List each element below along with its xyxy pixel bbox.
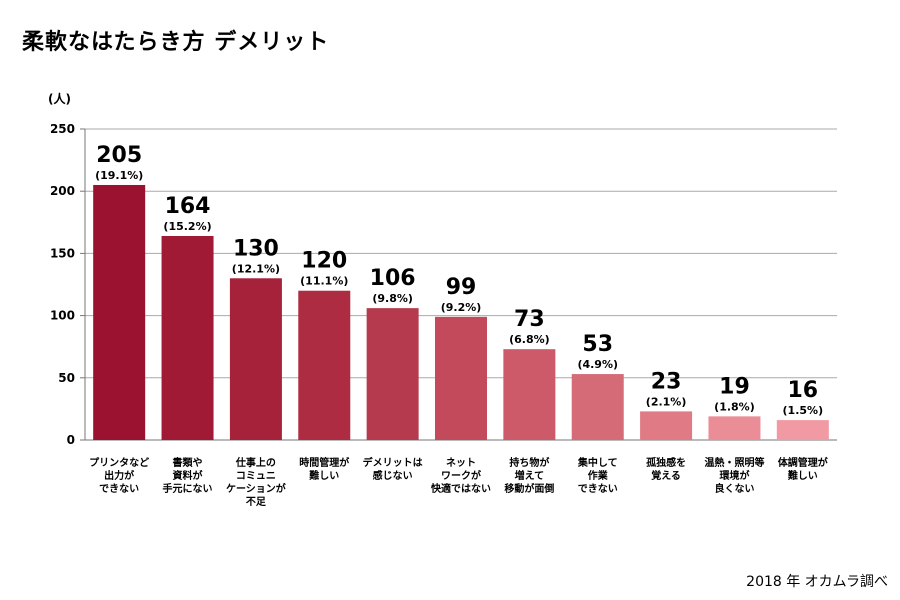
y-tick-label: 200 bbox=[50, 184, 75, 198]
percent-label: (1.8%) bbox=[714, 400, 755, 413]
bar bbox=[298, 290, 351, 440]
bar bbox=[640, 411, 693, 440]
x-category-label: 手元にない bbox=[163, 482, 213, 495]
x-axis-categories: プリンタなど出力ができない書類や資料が手元にない仕事上のコミュニケーションが不足… bbox=[89, 456, 829, 508]
y-tick-label: 0 bbox=[67, 433, 75, 447]
x-category-label: 時間管理が bbox=[299, 456, 350, 469]
percent-label: (2.1%) bbox=[646, 395, 687, 408]
y-tick-label: 150 bbox=[50, 246, 75, 260]
bar bbox=[503, 349, 556, 440]
bar bbox=[708, 416, 761, 440]
x-category-label: 持ち物が bbox=[509, 456, 550, 469]
x-category-label: 移動が面倒 bbox=[504, 482, 554, 495]
x-category-label: 集中して bbox=[577, 456, 618, 469]
value-label: 130 bbox=[233, 236, 279, 261]
value-label: 73 bbox=[514, 307, 545, 332]
x-category-label: 書類や bbox=[173, 456, 203, 469]
x-category-label: 環境が bbox=[719, 469, 750, 482]
x-category-label: コミュニ bbox=[236, 470, 276, 482]
y-tick-label: 250 bbox=[50, 122, 75, 136]
y-tick-label: 100 bbox=[50, 309, 75, 323]
x-category-label: できない bbox=[99, 483, 139, 495]
percent-label: (6.8%) bbox=[509, 333, 550, 346]
x-category-label: デメリットは bbox=[363, 456, 423, 469]
bar bbox=[366, 308, 419, 440]
bar bbox=[435, 316, 487, 440]
value-label: 164 bbox=[165, 194, 211, 219]
x-category-label: 出力が bbox=[104, 469, 135, 482]
x-category-label: 快適ではない bbox=[430, 482, 491, 495]
source-note: 2018 年 オカムラ調べ bbox=[746, 574, 888, 590]
bar bbox=[161, 235, 214, 440]
x-category-label: 孤独感を bbox=[646, 456, 686, 469]
bars bbox=[93, 184, 829, 440]
percent-label: (11.1%) bbox=[300, 275, 348, 288]
value-label: 19 bbox=[719, 374, 750, 399]
percent-label: (12.1%) bbox=[232, 262, 280, 275]
y-axis-ticks: 0 50 100 150 200 250 bbox=[50, 122, 85, 447]
x-category-label: ケーションが bbox=[226, 482, 287, 495]
x-category-label: プリンタなど bbox=[89, 456, 149, 469]
x-category-label: 仕事上の bbox=[235, 456, 276, 469]
x-category-label: 難しい bbox=[787, 469, 818, 482]
data-labels: 205(19.1%) 164(15.2%) 130(12.1%) 120(11.1%)… bbox=[95, 143, 823, 417]
x-category-label: 作業 bbox=[588, 469, 609, 482]
x-category-label: ネット bbox=[446, 457, 476, 469]
y-tick-label: 50 bbox=[58, 371, 75, 385]
value-label: 23 bbox=[651, 369, 682, 394]
value-label: 53 bbox=[582, 332, 613, 357]
y-axis-unit-label: (人) bbox=[48, 91, 71, 106]
x-category-label: 増えて bbox=[515, 469, 545, 482]
bar bbox=[93, 184, 146, 440]
x-category-label: 良くない bbox=[714, 482, 754, 495]
percent-label: (9.2%) bbox=[441, 301, 482, 314]
bar bbox=[776, 420, 829, 440]
x-category-label: 体調管理が bbox=[778, 456, 829, 469]
x-category-label: 資料が bbox=[173, 469, 204, 482]
x-category-label: 温熱・照明等 bbox=[704, 456, 764, 469]
chart-title: 柔軟なはたらき方 デメリット bbox=[22, 30, 330, 55]
value-label: 120 bbox=[301, 249, 347, 274]
value-label: 106 bbox=[370, 266, 416, 291]
bar bbox=[571, 374, 624, 440]
x-category-label: 不足 bbox=[246, 496, 267, 508]
x-category-label: できない bbox=[578, 483, 618, 495]
x-category-label: 難しい bbox=[308, 469, 339, 482]
percent-label: (1.5%) bbox=[783, 404, 824, 417]
x-category-label: ワークが bbox=[441, 469, 482, 482]
bar bbox=[229, 278, 282, 440]
percent-label: (4.9%) bbox=[577, 358, 618, 371]
value-label: 99 bbox=[446, 275, 477, 300]
value-label: 16 bbox=[788, 378, 819, 403]
percent-label: (15.2%) bbox=[163, 220, 211, 233]
percent-label: (9.8%) bbox=[372, 292, 413, 305]
x-category-label: 感じない bbox=[373, 469, 413, 482]
x-category-label: 覚える bbox=[651, 469, 681, 482]
value-label: 205 bbox=[96, 143, 142, 168]
percent-label: (19.1%) bbox=[95, 169, 143, 182]
